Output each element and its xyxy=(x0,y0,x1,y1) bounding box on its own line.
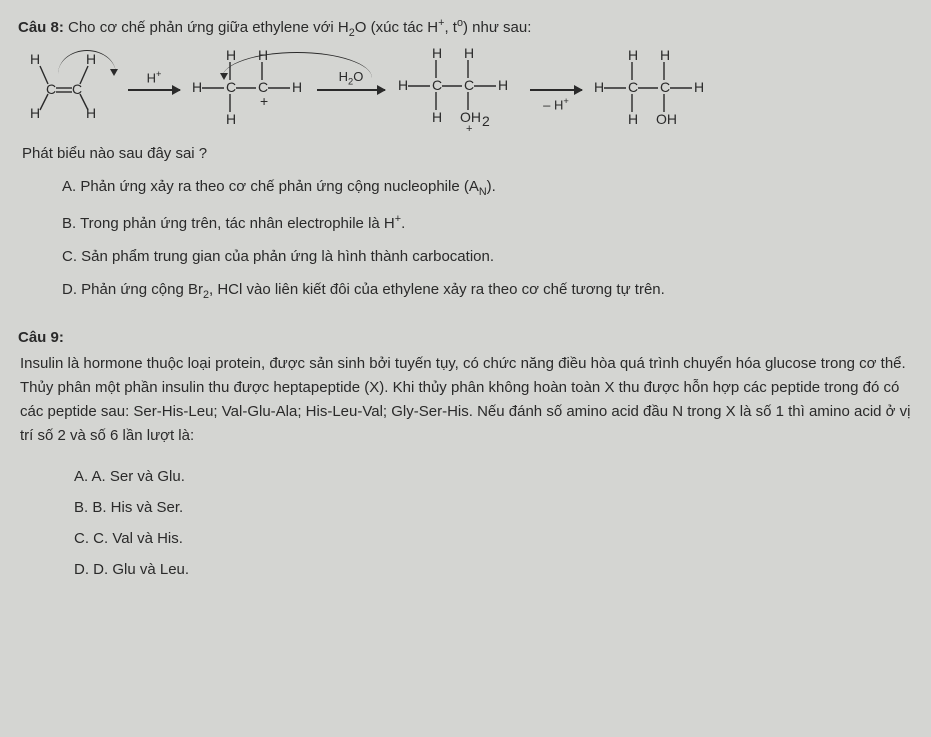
q9-options: A. A. Ser và Glu. B. B. His và Ser. C. C… xyxy=(74,466,913,580)
atom-h: H xyxy=(432,45,442,61)
q9-option-c: C. C. Val và His. xyxy=(74,528,913,549)
q8-title-text-1: Cho cơ chế phản ứng giữa ethylene với H xyxy=(64,19,349,36)
atom-h: H xyxy=(292,79,302,95)
q8-title: Câu 8: Cho cơ chế phản ứng giữa ethylene… xyxy=(18,16,913,41)
q8-title-text-3: , t xyxy=(444,19,457,36)
question-8: Câu 8: Cho cơ chế phản ứng giữa ethylene… xyxy=(18,16,913,303)
reaction-arrow-2: H2O xyxy=(312,50,390,130)
q8-statement: Phát biểu nào sau đây sai ? xyxy=(22,143,913,164)
reaction-arrow-3: – H+ xyxy=(526,50,586,130)
atom-h: H xyxy=(192,79,202,95)
atom-oh: OH xyxy=(656,111,677,127)
q9-option-d: D. D. Glu và Leu. xyxy=(74,559,913,580)
q9-option-b: B. B. His và Ser. xyxy=(74,497,913,518)
arrow-1-label-plus: + xyxy=(156,69,161,79)
atom-h: H xyxy=(86,105,96,121)
arrow-line-icon xyxy=(128,89,180,91)
atom-oh2-sub: 2 xyxy=(482,113,490,129)
atom-h: H xyxy=(464,45,474,61)
atom-h: H xyxy=(30,105,40,121)
molecule-ethylene: H H H H C C xyxy=(24,46,120,134)
q8-options: A. Phản ứng xảy ra theo cơ chế phản ứng … xyxy=(62,176,913,303)
atom-h: H xyxy=(498,77,508,93)
reaction-mechanism: H H H H C C H+ xyxy=(24,49,913,131)
atom-h: H xyxy=(432,109,442,125)
q8-title-text-4: ) như sau: xyxy=(463,19,531,36)
arrow-3-label: – H+ xyxy=(526,95,586,115)
atom-h: H xyxy=(628,111,638,127)
q8-option-c: C. Sản phẩm trung gian của phản ứng là h… xyxy=(62,246,913,267)
molecule-ethanol: H H H C C H H OH xyxy=(590,46,718,134)
molecule-carbocation: H H H C C H H + xyxy=(188,46,308,134)
atom-h: H xyxy=(660,47,670,63)
atom-h: H xyxy=(86,51,96,67)
q8-opt-a-text: A. Phản ứng xảy ra theo cơ chế phản ứng … xyxy=(62,178,479,195)
q8-option-a: A. Phản ứng xảy ra theo cơ chế phản ứng … xyxy=(62,176,913,200)
q8-opt-d-text: D. Phản ứng cộng Br xyxy=(62,281,203,298)
arrow-3-label-plus: + xyxy=(563,96,568,106)
arrow-line-icon xyxy=(530,89,582,91)
arrow-3-label-h: – H xyxy=(543,97,563,112)
atom-plus: + xyxy=(260,93,268,109)
atom-h: H xyxy=(226,47,236,63)
atom-c: C xyxy=(432,77,442,93)
molecule-oxonium: H H H C C H H OH 2 + + xyxy=(394,44,522,136)
q8-opt-d-post: , HCl vào liên kiết đôi của ethylene xảy… xyxy=(209,281,665,298)
q8-opt-b-post: . xyxy=(401,215,405,232)
arrow-line-icon xyxy=(317,89,385,91)
atom-h: H xyxy=(258,47,268,63)
q8-opt-b-text: B. Trong phản ứng trên, tác nhân electro… xyxy=(62,215,395,232)
q8-option-b: B. Trong phản ứng trên, tác nhân electro… xyxy=(62,212,913,234)
atom-c: C xyxy=(226,79,236,95)
q8-opt-a-post: ). xyxy=(487,178,496,195)
atom-h: H xyxy=(398,77,408,93)
atom-c: C xyxy=(660,79,670,95)
q8-label: Câu 8: xyxy=(18,19,64,36)
arrow-1-label-h: H xyxy=(147,70,156,85)
atom-c: C xyxy=(628,79,638,95)
atom-h: H xyxy=(30,51,40,67)
arrow-2-label-h: H xyxy=(339,69,348,84)
atom-h: H xyxy=(594,79,604,95)
atom-h: H xyxy=(226,111,236,127)
q9-body: Insulin là hormone thuộc loại protein, đ… xyxy=(20,352,913,448)
q9-option-a: A. A. Ser và Glu. xyxy=(74,466,913,487)
question-9: Câu 9: Insulin là hormone thuộc loại pro… xyxy=(18,327,913,580)
arrow-2-label-o: O xyxy=(353,69,363,84)
atom-h: H xyxy=(694,79,704,95)
oxonium-plus: + xyxy=(466,122,472,137)
q9-label: Câu 9: xyxy=(18,327,913,348)
atom-h: H xyxy=(628,47,638,63)
reaction-arrow-1: H+ xyxy=(124,50,184,130)
q8-opt-a-sub: N xyxy=(479,186,487,198)
atom-c: C xyxy=(464,77,474,93)
q8-title-text-2: O (xúc tác H xyxy=(355,19,438,36)
q8-option-d: D. Phản ứng cộng Br2, HCl vào liên kiết … xyxy=(62,279,913,303)
